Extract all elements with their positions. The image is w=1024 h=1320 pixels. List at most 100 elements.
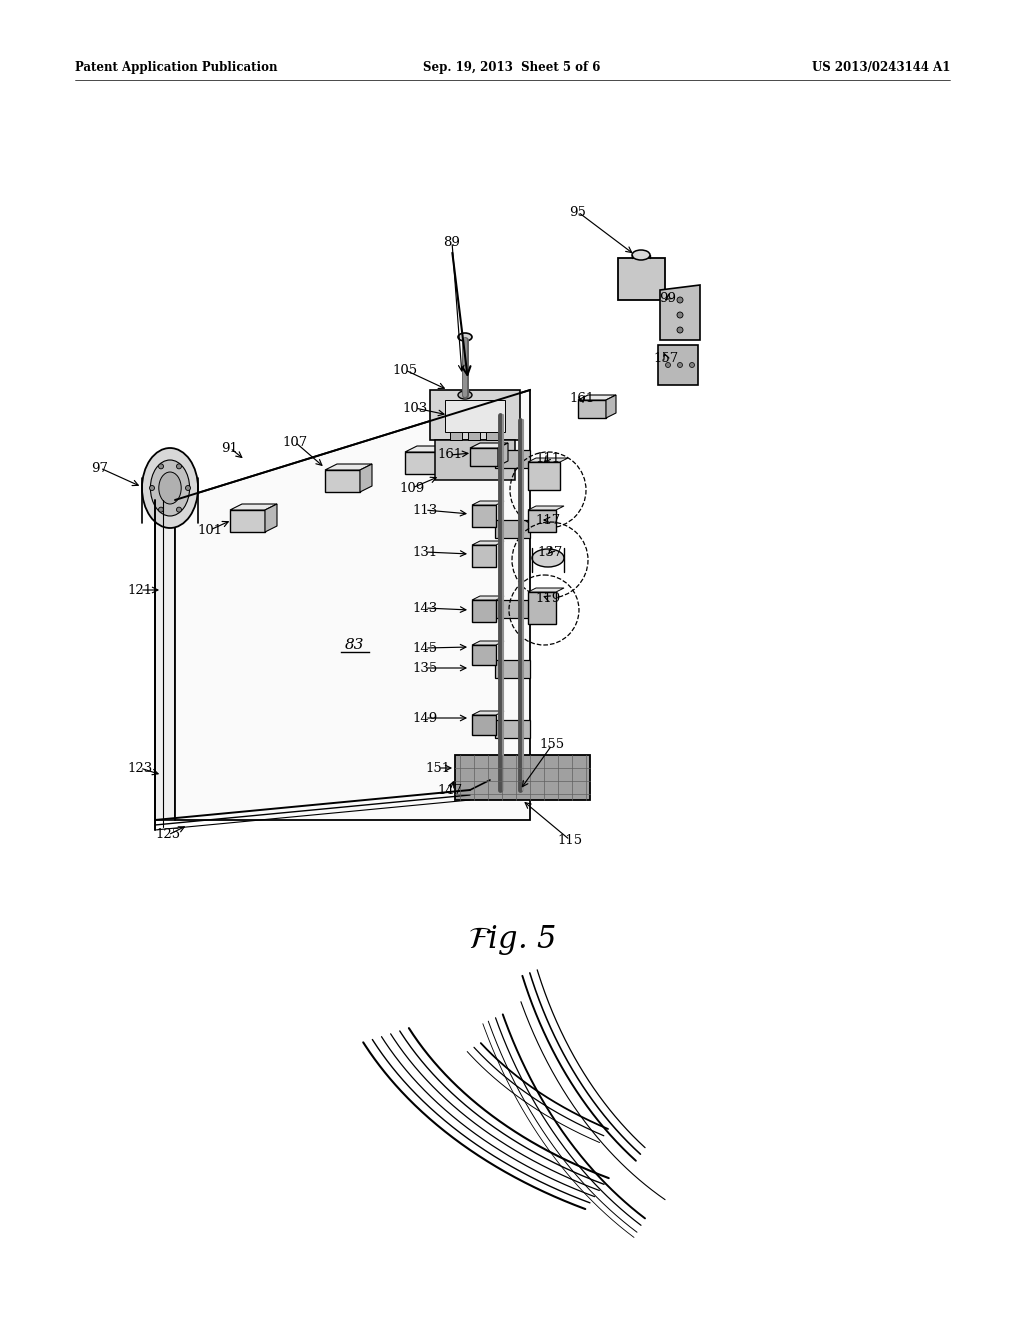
Text: 101: 101 [198, 524, 222, 536]
Ellipse shape [458, 333, 472, 341]
Text: 115: 115 [557, 833, 583, 846]
Text: 119: 119 [536, 591, 560, 605]
Polygon shape [472, 711, 504, 715]
Polygon shape [472, 545, 496, 568]
Text: 105: 105 [392, 363, 418, 376]
Circle shape [185, 486, 190, 491]
Circle shape [689, 363, 694, 367]
Text: 147: 147 [437, 784, 463, 796]
Circle shape [678, 363, 683, 367]
Polygon shape [325, 470, 360, 492]
Text: 99: 99 [659, 292, 677, 305]
Polygon shape [470, 444, 508, 447]
Polygon shape [155, 500, 490, 780]
Text: 145: 145 [413, 642, 437, 655]
Circle shape [159, 507, 164, 512]
Text: 161: 161 [569, 392, 595, 404]
Polygon shape [175, 389, 530, 820]
Polygon shape [470, 447, 498, 466]
Polygon shape [445, 400, 505, 432]
Text: 149: 149 [413, 711, 437, 725]
Circle shape [159, 463, 164, 469]
Text: 135: 135 [413, 661, 437, 675]
Polygon shape [430, 389, 520, 440]
Ellipse shape [632, 249, 650, 260]
Text: 111: 111 [536, 451, 560, 465]
Text: 95: 95 [569, 206, 587, 219]
Circle shape [176, 463, 181, 469]
Polygon shape [230, 510, 265, 532]
Text: 157: 157 [653, 351, 679, 364]
Polygon shape [472, 541, 504, 545]
Text: 123: 123 [127, 762, 153, 775]
Polygon shape [658, 345, 698, 385]
Text: Patent Application Publication: Patent Application Publication [75, 62, 278, 74]
Polygon shape [606, 395, 616, 418]
Polygon shape [440, 446, 452, 474]
Circle shape [677, 297, 683, 304]
Polygon shape [528, 458, 568, 462]
Polygon shape [528, 506, 564, 510]
Circle shape [150, 486, 155, 491]
Text: 91: 91 [221, 441, 239, 454]
Ellipse shape [151, 459, 189, 516]
Polygon shape [495, 601, 530, 618]
Text: 131: 131 [413, 545, 437, 558]
Text: 125: 125 [156, 829, 180, 842]
Ellipse shape [142, 447, 198, 528]
Text: 109: 109 [399, 482, 425, 495]
Polygon shape [435, 440, 515, 480]
Polygon shape [406, 451, 440, 474]
Polygon shape [495, 719, 530, 738]
Polygon shape [265, 504, 278, 532]
Polygon shape [498, 444, 508, 466]
Polygon shape [450, 432, 462, 440]
Text: 137: 137 [538, 545, 562, 558]
Polygon shape [486, 432, 498, 440]
Text: Sep. 19, 2013  Sheet 5 of 6: Sep. 19, 2013 Sheet 5 of 6 [423, 62, 601, 74]
Text: 83: 83 [345, 638, 365, 652]
Polygon shape [495, 450, 530, 469]
Text: 89: 89 [443, 235, 461, 248]
Ellipse shape [532, 549, 564, 568]
Text: 113: 113 [413, 503, 437, 516]
Text: 117: 117 [536, 513, 560, 527]
Polygon shape [495, 520, 530, 539]
Polygon shape [468, 432, 480, 440]
Circle shape [677, 312, 683, 318]
Text: $\mathcal{F}$ig. 5: $\mathcal{F}$ig. 5 [468, 923, 556, 957]
Polygon shape [472, 601, 496, 622]
Polygon shape [360, 465, 372, 492]
Polygon shape [472, 597, 504, 601]
Text: 103: 103 [402, 401, 428, 414]
Ellipse shape [458, 391, 472, 399]
Polygon shape [578, 395, 616, 400]
Polygon shape [472, 502, 504, 506]
Polygon shape [406, 446, 452, 451]
Text: US 2013/0243144 A1: US 2013/0243144 A1 [812, 62, 950, 74]
Polygon shape [528, 591, 556, 624]
Polygon shape [155, 500, 175, 820]
Text: 161: 161 [437, 449, 463, 462]
Polygon shape [495, 660, 530, 678]
Ellipse shape [159, 473, 181, 504]
Polygon shape [472, 645, 496, 665]
Polygon shape [472, 506, 496, 527]
Polygon shape [472, 642, 504, 645]
Polygon shape [528, 462, 560, 490]
Text: 121: 121 [127, 583, 153, 597]
Circle shape [677, 327, 683, 333]
Polygon shape [528, 587, 564, 591]
Polygon shape [618, 257, 665, 300]
Polygon shape [528, 510, 556, 532]
Polygon shape [578, 400, 606, 418]
Polygon shape [660, 285, 700, 341]
Polygon shape [230, 504, 278, 510]
Text: 151: 151 [425, 762, 451, 775]
Text: 155: 155 [540, 738, 564, 751]
Circle shape [176, 507, 181, 512]
Text: 97: 97 [91, 462, 109, 474]
Polygon shape [472, 715, 496, 735]
Text: 107: 107 [283, 436, 307, 449]
Polygon shape [325, 465, 372, 470]
